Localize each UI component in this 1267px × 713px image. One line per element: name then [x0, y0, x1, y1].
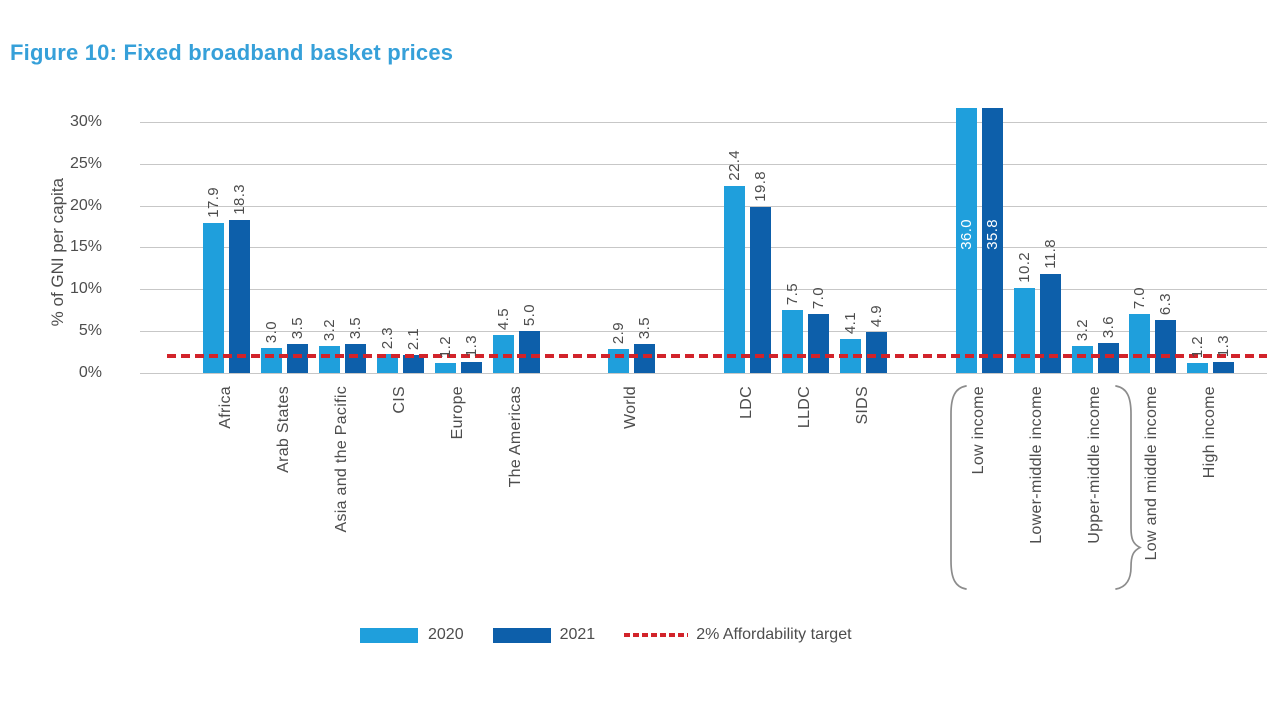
bar-2020-low-and-middle-income: [1129, 314, 1150, 373]
y-tick-label-25: 25%: [69, 155, 102, 172]
bar-2020-low-income: [956, 108, 977, 373]
figure-title: Figure 10: Fixed broadband basket prices: [10, 40, 454, 65]
bar-2020-world: [608, 349, 629, 373]
legend-swatch-2020: [360, 627, 418, 643]
bar-2020-arab-states: [261, 348, 282, 373]
category-label-ldc: LDC: [738, 386, 755, 419]
legend-label-2020: 2020: [428, 626, 464, 643]
bar-2021-arab-states: [287, 344, 308, 373]
category-label-arab-states: Arab States: [275, 386, 292, 473]
bar-2020-europe: [435, 363, 456, 373]
value-label-2021-high-income: 1.3: [1214, 334, 1232, 357]
category-label-cis: CIS: [391, 386, 408, 414]
bar-2020-africa: [203, 223, 224, 373]
value-label-2021-upper-middle-income: 3.6: [1099, 315, 1117, 338]
value-label-2021-africa: 18.3: [230, 184, 248, 215]
y-tick-label-10: 10%: [69, 280, 102, 297]
legend-swatch-2021: [492, 627, 551, 643]
value-label-2021-low-and-middle-income: 6.3: [1156, 292, 1174, 315]
gridline-30: [140, 121, 1267, 123]
bar-2020-asia-and-the-pacific: [319, 346, 340, 373]
value-label-2021-world: 3.5: [635, 316, 653, 339]
bar-2021-sids: [866, 332, 887, 373]
value-label-2021-sids: 4.9: [867, 304, 885, 327]
value-label-2020-high-income: 1.2: [1188, 335, 1206, 358]
bar-2020-cis: [377, 354, 398, 373]
bar-2020-upper-middle-income: [1072, 346, 1093, 373]
value-label-2021-ldc: 19.8: [751, 171, 769, 202]
bar-2021-europe: [461, 362, 482, 373]
category-label-africa: Africa: [217, 386, 234, 429]
legend-swatch-target-line: [624, 633, 689, 637]
value-label-2020-upper-middle-income: 3.2: [1073, 318, 1091, 341]
value-label-2021-lldc: 7.0: [809, 286, 827, 309]
bar-2021-ldc: [750, 207, 771, 373]
value-label-2021-europe: 1.3: [462, 334, 480, 357]
bar-2021-low-income: [982, 108, 1003, 373]
value-label-2020-ldc: 22.4: [725, 150, 743, 181]
bar-2020-ldc: [724, 186, 745, 373]
gridline-15: [140, 246, 1267, 248]
value-label-2020-sids: 4.1: [841, 311, 859, 334]
y-tick-label-0: 0%: [78, 364, 102, 381]
bar-2021-low-and-middle-income: [1155, 320, 1176, 373]
value-label-2021-arab-states: 3.5: [288, 316, 306, 339]
legend-label-2021: 2021: [559, 626, 596, 643]
gridline-5: [140, 330, 1267, 332]
bar-2021-lower-middle-income: [1040, 274, 1061, 373]
value-label-2020-cis: 2.3: [378, 326, 396, 349]
bar-2020-high-income: [1187, 363, 1208, 373]
value-label-2020-world: 2.9: [609, 321, 627, 344]
income-group-brace: [950, 385, 1142, 590]
value-label-2020-africa: 17.9: [204, 187, 222, 218]
value-label-2021-lower-middle-income: 11.8: [1041, 239, 1059, 269]
bar-2021-world: [634, 344, 655, 373]
value-label-2020-the-americas: 4.5: [494, 307, 512, 330]
bar-2020-lower-middle-income: [1014, 288, 1035, 373]
bar-2021-upper-middle-income: [1098, 343, 1119, 373]
value-label-2021-the-americas: 5.0: [520, 303, 538, 326]
value-label-2020-low-and-middle-income: 7.0: [1130, 286, 1148, 309]
y-tick-label-20: 20%: [69, 197, 102, 214]
value-label-2020-arab-states: 3.0: [262, 320, 280, 343]
value-label-2020-lower-middle-income: 10.2: [1015, 252, 1033, 283]
category-label-world: World: [622, 386, 639, 429]
gridline-0: [140, 372, 1267, 374]
category-label-europe: Europe: [449, 386, 466, 440]
y-tick-label-30: 30%: [69, 113, 102, 130]
bar-2021-the-americas: [519, 331, 540, 373]
value-label-2020-europe: 1.2: [436, 335, 454, 358]
affordability-target-line: [167, 354, 1267, 358]
bar-2020-lldc: [782, 310, 803, 373]
value-label-2020-low-income: 36.0: [957, 219, 975, 250]
category-label-asia-and-the-pacific: Asia and the Pacific: [333, 386, 350, 533]
legend-label-target: 2% Affordability target: [696, 626, 852, 643]
category-label-the-americas: The Americas: [507, 386, 524, 488]
bar-2021-lldc: [808, 314, 829, 373]
bar-2021-africa: [229, 220, 250, 373]
gridline-25: [140, 163, 1267, 165]
value-label-2021-low-income: 35.8: [983, 219, 1001, 250]
bar-2021-high-income: [1213, 362, 1234, 373]
value-label-2020-asia-and-the-pacific: 3.2: [320, 318, 338, 341]
category-label-high-income: High income: [1201, 386, 1218, 479]
y-tick-label-15: 15%: [69, 238, 102, 255]
y-tick-label-5: 5%: [78, 322, 102, 339]
value-label-2021-cis: 2.1: [404, 327, 422, 350]
value-label-2020-lldc: 7.5: [783, 282, 801, 305]
bar-2021-cis: [403, 355, 424, 373]
value-label-2021-asia-and-the-pacific: 3.5: [346, 316, 364, 339]
gridline-20: [140, 205, 1267, 207]
category-label-lldc: LLDC: [796, 386, 813, 429]
bar-2021-asia-and-the-pacific: [345, 344, 366, 373]
legend: 2020 2021 2% Affordability target: [360, 624, 852, 646]
category-label-sids: SIDS: [854, 386, 871, 425]
gridline-10: [140, 288, 1267, 290]
